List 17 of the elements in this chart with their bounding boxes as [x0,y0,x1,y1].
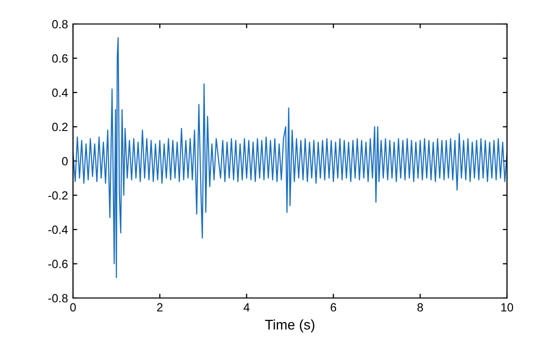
x-tick-label: 4 [244,303,250,312]
x-tick-label: 2 [157,303,162,312]
line-series [73,37,507,278]
x-tick-label: 6 [330,303,336,312]
y-tick-label: -0.2 [48,191,68,200]
y-tick-label: 0 [62,157,68,166]
y-tick-label: 0.6 [52,54,68,63]
y-tick-label: -0.4 [48,226,68,234]
y-tick-label: -0.8 [48,294,68,302]
y-tick-label: 0.2 [52,122,68,132]
x-tick-label: 10 [501,303,514,312]
x-tick-label: 0 [70,303,76,312]
y-tick-label: -0.6 [48,260,68,268]
y-tick-label: 0.8 [52,20,68,28]
x-tick-label: 8 [417,303,423,312]
y-tick-label: 0.4 [52,88,68,97]
x-axis-title: Time (s) [265,319,314,332]
